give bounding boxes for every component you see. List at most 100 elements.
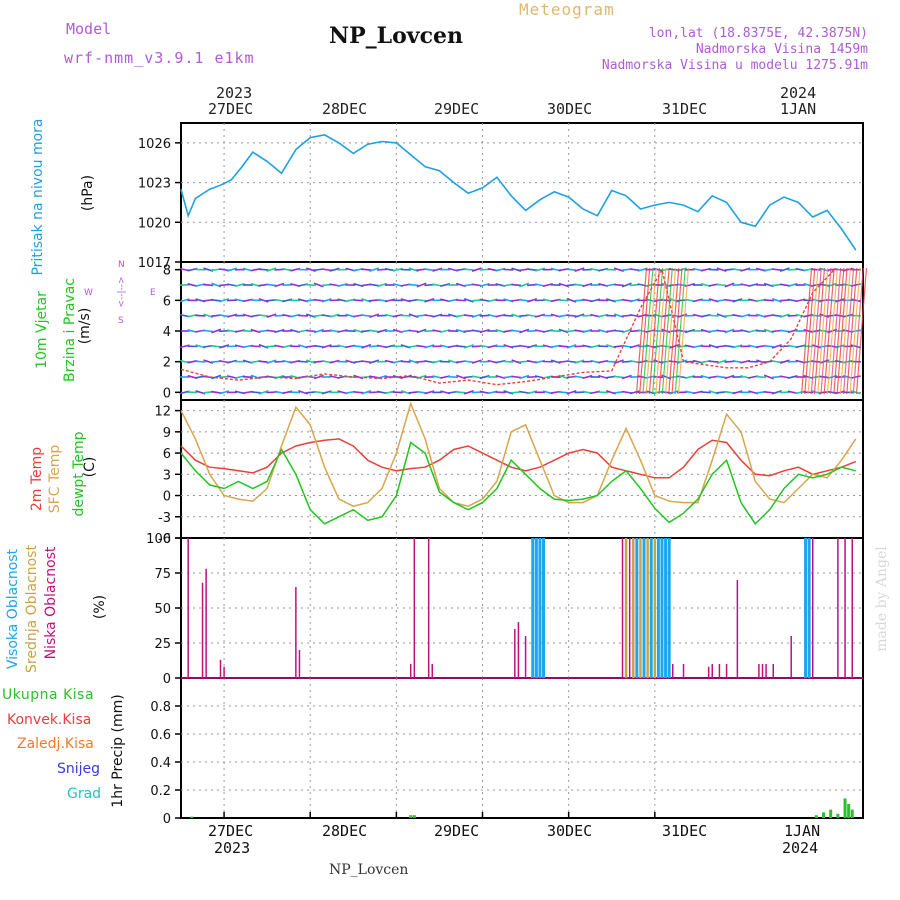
bottom-day-2: 29DEC [434,822,480,840]
top-year-end: 2024 [780,84,817,102]
wind-arrow [519,344,530,348]
wind-arrow [416,298,427,302]
wind-arrow [361,360,372,364]
wind-arrow [811,268,822,271]
wind-arrow [819,283,830,287]
wind-arrow [566,390,577,395]
wind-arrow [471,283,482,287]
wind-arrow [266,313,277,319]
wind-arrow [834,344,846,349]
wind-arrow [716,283,727,287]
wind-streak [855,267,868,395]
wind-arrow [179,298,190,303]
wind-arrow [740,267,751,272]
wind-arrow [558,299,569,302]
wind-streak [842,267,855,395]
temp-dewpt-line [180,441,856,525]
wind-arrow [376,282,388,288]
bottom-day-0: 27DEC [208,822,254,840]
wind-arrow [211,328,222,334]
wind-arrow [226,267,238,272]
wind-arrow [219,298,230,303]
wind-arrow [219,390,230,395]
wind-arrow [408,329,419,333]
wind-arrow [463,343,474,349]
wind-arrow [819,329,830,333]
wind-streak [849,267,861,395]
wind-arrow [361,314,372,317]
wind-arrow [313,298,324,302]
wind-arrow [266,267,277,273]
y-tick-label: 25 [154,637,171,652]
top-day-4: 31DEC [662,100,708,118]
precip-bar [412,815,416,818]
wind-arrow [250,299,261,302]
pressure-line [180,134,857,251]
wind-arrow [779,359,790,364]
precip-bar [190,816,194,818]
wind-arrow [211,299,222,302]
wind-streak [645,267,657,395]
bottom-year-start: 2023 [214,839,251,857]
wind-arrow [621,282,632,288]
wind-arrow [763,299,774,302]
wind-arrow [527,344,538,349]
wind-arrow [629,329,640,333]
wind-arrow [811,314,822,317]
y-tick-label: 0.4 [150,756,171,771]
wind-arrow [408,283,419,287]
wind-arrow [724,374,735,380]
wind-arrow [669,390,680,395]
wind-arrow [258,268,269,271]
y-tick-label: 0.6 [150,728,171,743]
wind-arrow [850,344,861,349]
wind-arrow [724,298,735,302]
wind-arrow [779,391,790,394]
wind-arrow [771,360,782,364]
wind-arrow [582,268,593,271]
bottom-day-1: 28DEC [322,822,368,840]
precip-legend-conv: Konvek.Kisa [7,712,92,728]
wind-streak [836,267,848,395]
model-label: Model [66,20,112,38]
wind-arrow [321,390,332,395]
model-name: wrf-nmm_v3.9.1 e1km [64,49,255,67]
wind-arrow [732,390,743,395]
wind-arrow [834,298,846,303]
wind-arrow [534,267,546,272]
wind-arrow [519,374,530,380]
wind-arrow [613,375,624,379]
top-day-2: 29DEC [434,100,480,118]
wind-arrow [266,283,277,287]
wind-arrow [629,344,640,349]
wind-arrow [716,375,727,379]
wind-streak [661,267,673,395]
wind-arrow [519,328,530,334]
wind-arrow [361,343,372,349]
wind-arrow [605,314,617,317]
wind-arrow [763,345,774,348]
wind-streak [846,267,858,395]
y-tick-label: 1020 [138,216,171,231]
wind-arrow [566,268,577,271]
panel-frame-precip [180,677,864,819]
wind-arrow [416,374,427,380]
precip-bar [850,809,854,818]
wind-arrow [203,329,214,333]
y-tick-label: 1026 [138,137,171,152]
wind-arrow [511,283,522,287]
wind-arrow [218,268,230,272]
wind-arrow [787,282,798,288]
wind-arrow [361,268,372,271]
wind-arrow [479,328,490,334]
top-day-1: 28DEC [322,100,368,118]
lonlat-label: lon,lat (18.8375E, 42.3875N) [648,26,868,41]
y-tick-label: 75 [154,567,171,582]
wind-streak [674,267,686,395]
bottom-year-end: 2024 [782,839,819,857]
y-tick-label: 4 [163,325,171,340]
wind-streak [677,267,690,395]
wind-arrow [771,343,782,349]
wind-arrow [353,391,364,394]
